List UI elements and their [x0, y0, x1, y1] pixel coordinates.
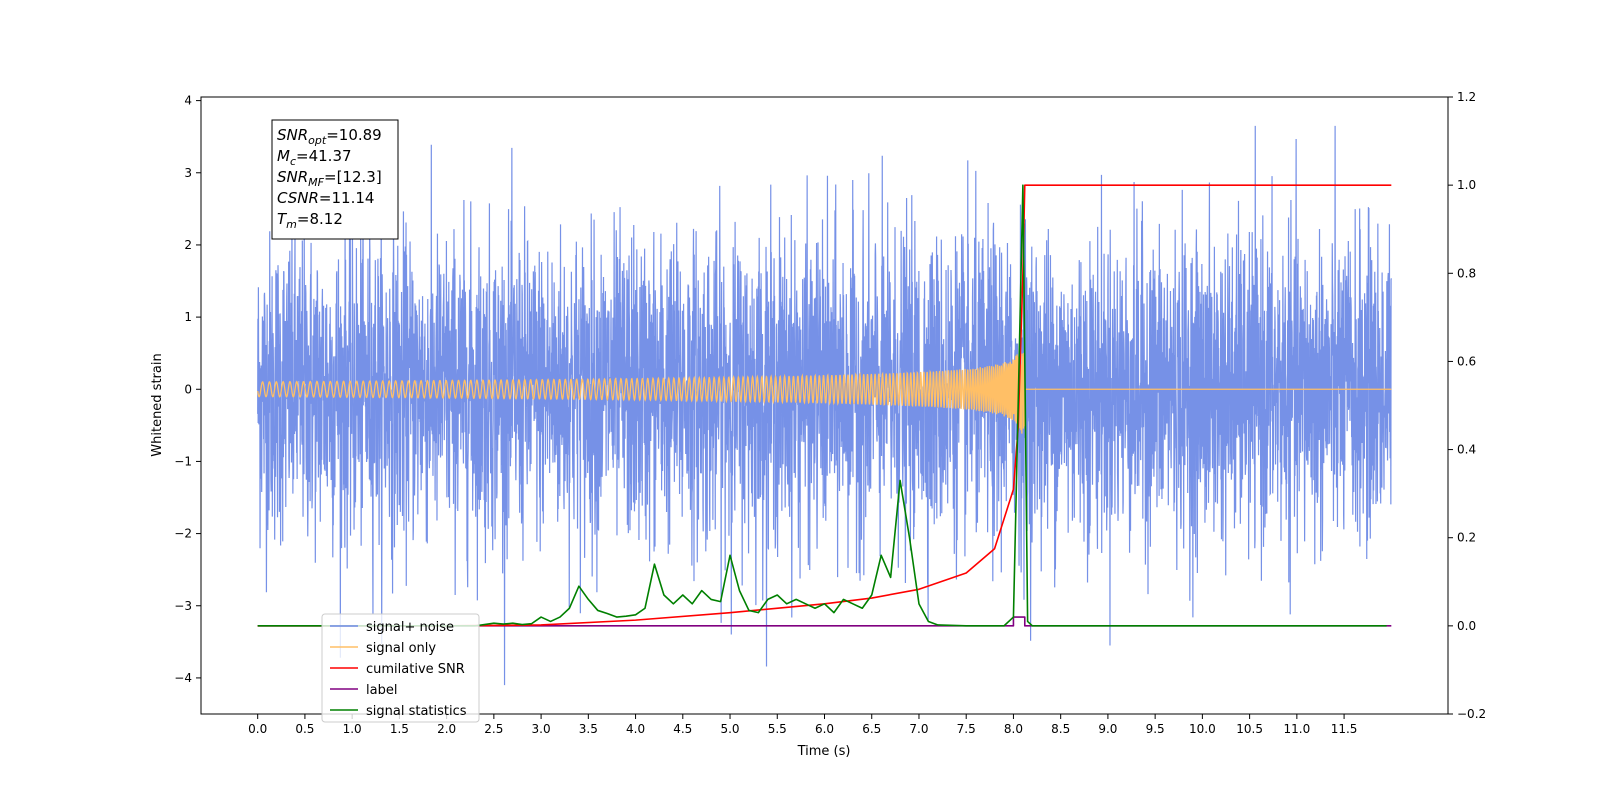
legend-label: cumilative SNR [366, 662, 465, 677]
y-left-tick-label: −3 [174, 599, 192, 613]
series-line-signal-only [257, 352, 1392, 434]
y-left-tick-label: 4 [184, 94, 192, 108]
y-left-tick-label: −1 [174, 454, 192, 468]
x-tick-label: 7.0 [909, 722, 928, 736]
annotation-line: Mc=41.37 [277, 147, 352, 168]
x-tick-label: 4.0 [626, 722, 645, 736]
x-tick-label: 2.5 [484, 722, 503, 736]
y-right-tick-label: −0.2 [1457, 707, 1486, 721]
y-left-tick-label: −2 [174, 527, 192, 541]
annotation-line: Tm=8.12 [277, 210, 343, 231]
legend-label: signal statistics [366, 704, 467, 719]
y-left-tick-label: 0 [184, 382, 192, 396]
x-tick-label: 9.5 [1146, 722, 1165, 736]
x-tick-label: 8.5 [1051, 722, 1070, 736]
x-tick-label: 1.5 [390, 722, 409, 736]
y-left-tick-label: 3 [184, 166, 192, 180]
y-right-tick-label: 0.2 [1457, 531, 1476, 545]
y-right-tick-label: 0.0 [1457, 619, 1476, 633]
series-layer [257, 125, 1392, 686]
x-tick-label: 5.0 [720, 722, 739, 736]
series-line-signal-plus-noise [257, 125, 1392, 686]
legend-label: signal+ noise [366, 620, 454, 635]
y-right-tick-label: 0.8 [1457, 266, 1476, 280]
y-axis-right: 1.2 1.0 0.8 0.6 0.4 0.2 0.0 −0.2 [1448, 90, 1486, 721]
annotation-box-frame [271, 119, 399, 240]
x-tick-label: 4.5 [673, 722, 692, 736]
series-line-cumulative-snr [257, 184, 1392, 627]
legend: signal+ noise signal only cumilative SNR la… [321, 613, 480, 723]
x-tick-label: 10.0 [1189, 722, 1216, 736]
x-tick-label: 10.5 [1236, 722, 1263, 736]
series-line-signal-statistics [257, 184, 1387, 627]
stats-annotation-box: SNRopt=10.89Mc=41.37SNRMF=[12.3]CSNR=11.… [271, 119, 399, 240]
x-tick-label: 6.0 [815, 722, 834, 736]
x-tick-label: 9.0 [1098, 722, 1117, 736]
legend-frame [321, 613, 480, 723]
x-tick-label: 0.0 [248, 722, 267, 736]
x-tick-label: 5.5 [768, 722, 787, 736]
x-tick-label: 6.5 [862, 722, 881, 736]
x-tick-label: 11.0 [1283, 722, 1310, 736]
x-tick-label: 7.5 [957, 722, 976, 736]
annotation-line: CSNR=11.14 [277, 189, 374, 207]
y-right-tick-label: 1.2 [1457, 90, 1476, 104]
legend-label: label [366, 683, 397, 698]
y-right-tick-label: 0.4 [1457, 443, 1476, 457]
y-right-tick-label: 1.0 [1457, 178, 1476, 192]
x-tick-label: 0.5 [295, 722, 314, 736]
x-tick-label: 2.0 [437, 722, 456, 736]
x-axis: 0.0 0.5 1.0 1.5 2.0 2.5 3.0 3.5 4.0 4.5 5.0 5.5 6.0 6… [248, 714, 1357, 736]
y-left-tick-label: 1 [184, 310, 192, 324]
y-left-tick-label: 2 [184, 238, 192, 252]
x-axis-label: Time (s) [797, 744, 851, 759]
x-tick-label: 1.0 [343, 722, 362, 736]
y-left-tick-label: −4 [174, 671, 192, 685]
annotation-line: SNRopt=10.89 [277, 126, 382, 147]
x-tick-label: 11.5 [1331, 722, 1358, 736]
x-tick-label: 3.0 [532, 722, 551, 736]
x-tick-label: 3.5 [579, 722, 598, 736]
x-tick-label: 8.0 [1004, 722, 1023, 736]
y-right-tick-label: 0.6 [1457, 354, 1476, 368]
legend-label: signal only [366, 641, 436, 656]
y-axis-label: Whitened strain [150, 353, 165, 456]
annotation-line: SNRMF=[12.3] [277, 168, 382, 189]
y-axis-left: 4 3 2 1 0 −1 −2 −3 −4 [174, 94, 201, 685]
